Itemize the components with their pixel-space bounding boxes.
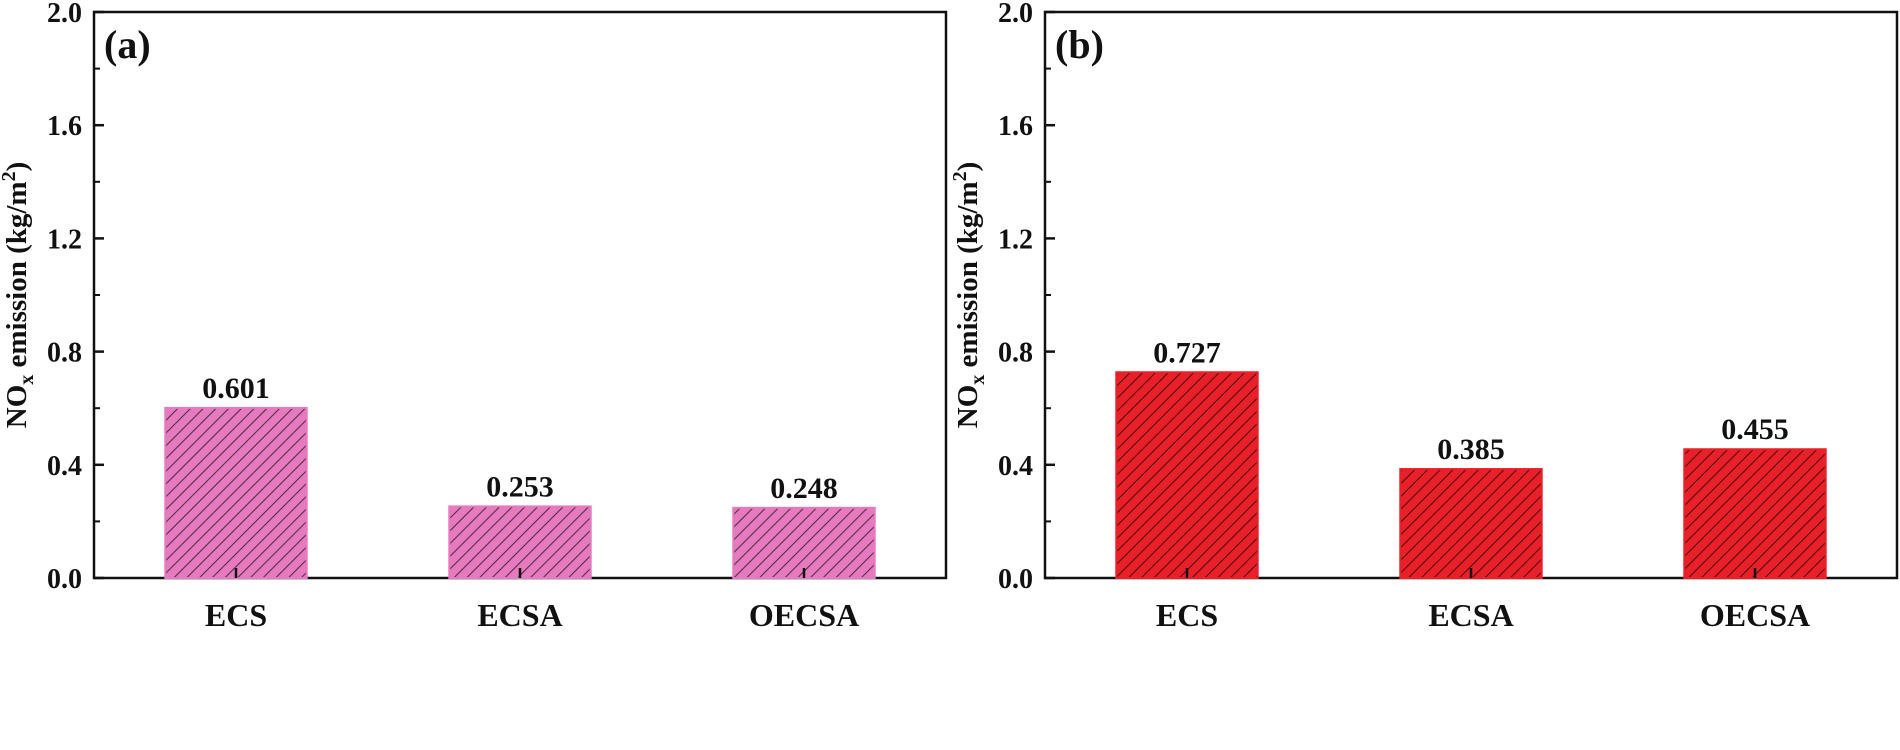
bar-ecsa <box>1399 468 1543 580</box>
y-tick-label: 0.4 <box>998 451 1033 482</box>
y-axis-label-subscript: x <box>16 375 38 385</box>
bar-ecsa <box>448 505 592 579</box>
y-axis-label-middle: emission (kg/m <box>1 181 33 374</box>
chart-panel-b: 0.0 0.4 0.8 1.2 1.6 2.0 NOx emission (kg/m2) (b… <box>949 0 1899 633</box>
y-axis-label-suffix: ) <box>1 162 33 172</box>
y-tick-label: 2.0 <box>998 0 1033 29</box>
bar-ecs <box>164 406 308 579</box>
y-tick-label: 0.4 <box>47 451 82 482</box>
bar-value-label: 0.253 <box>486 470 554 503</box>
y-tick-label: 0.0 <box>998 564 1033 595</box>
y-tick-label: 2.0 <box>47 0 82 29</box>
y-tick-label: 1.2 <box>998 224 1033 255</box>
y-axis-label: NOx emission (kg/m2) <box>949 162 989 429</box>
y-tick-label: 1.2 <box>47 224 82 255</box>
bar-oecsa <box>732 506 876 580</box>
bar-value-label: 0.248 <box>770 472 838 505</box>
y-axis-label-superscript: 2 <box>0 171 20 181</box>
y-axis-label-subscript: x <box>967 375 989 385</box>
panel-label: (b) <box>1055 22 1104 67</box>
y-axis-label-prefix: NO <box>952 385 984 429</box>
y-axis-label-prefix: NO <box>1 385 33 429</box>
y-tick-label: 1.6 <box>47 111 82 142</box>
bar-value-label: 0.455 <box>1721 413 1789 446</box>
x-tick-label: ECSA <box>477 597 562 633</box>
x-tick-label: ECS <box>205 597 267 633</box>
bar-value-label: 0.601 <box>202 372 270 405</box>
bar-oecsa <box>1683 448 1827 579</box>
x-tick-label: ECS <box>1156 597 1218 633</box>
y-tick-label: 0.8 <box>47 338 82 369</box>
y-axis-label-superscript: 2 <box>949 171 971 181</box>
bar-ecs <box>1115 371 1259 579</box>
x-tick-label: ECSA <box>1428 597 1513 633</box>
y-tick-label: 0.0 <box>47 564 82 595</box>
bar-value-label: 0.385 <box>1437 433 1505 466</box>
chart-panel-a: 0.0 0.4 0.8 1.2 1.6 2.0 NOx emission (kg/m2) (a… <box>0 0 948 633</box>
y-axis-label: NOx emission (kg/m2) <box>0 162 38 429</box>
bar-value-label: 0.727 <box>1153 336 1221 369</box>
y-tick-label: 0.8 <box>998 338 1033 369</box>
x-tick-label: OECSA <box>749 597 859 633</box>
y-tick-label: 1.6 <box>998 111 1033 142</box>
x-tick-label: OECSA <box>1700 597 1810 633</box>
y-axis-label-suffix: ) <box>952 162 984 172</box>
y-axis-label-middle: emission (kg/m <box>952 181 984 374</box>
panel-label: (a) <box>104 22 151 67</box>
